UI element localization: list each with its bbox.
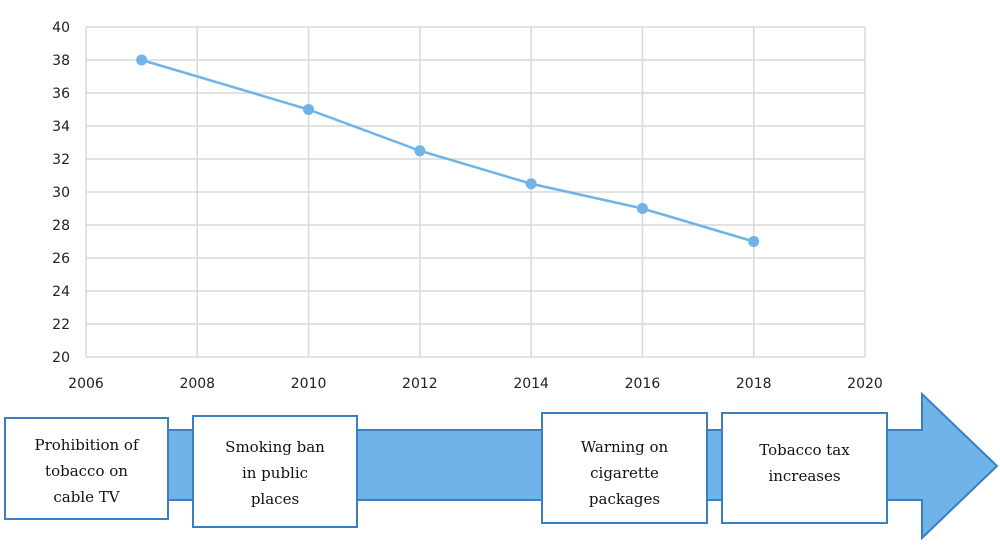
event-box-frame bbox=[541, 412, 708, 524]
event-label-line: Smoking ban bbox=[225, 438, 325, 456]
timeline: Prohibition of tobacco on cable TV Smoking … bbox=[4, 391, 999, 541]
y-tick-label: 32 bbox=[52, 152, 70, 168]
y-tick-label: 36 bbox=[52, 86, 70, 102]
event-label-line: cigarette bbox=[590, 464, 659, 482]
x-axis-ticks: 2006 2008 2010 2012 2014 2016 2018 2020 bbox=[68, 376, 883, 392]
y-tick-label: 30 bbox=[52, 185, 70, 201]
series-line bbox=[141, 58, 755, 243]
series-layer bbox=[136, 54, 760, 247]
grid bbox=[85, 26, 866, 358]
y-tick-label: 22 bbox=[52, 317, 70, 333]
timeline-event-box: Prohibition of tobacco on cable TV bbox=[4, 417, 169, 520]
data-point bbox=[636, 203, 648, 214]
y-tick-label: 34 bbox=[52, 119, 70, 135]
x-tick-label: 2020 bbox=[847, 376, 883, 392]
event-label-line: Warning on bbox=[581, 438, 669, 456]
x-tick-label: 2014 bbox=[513, 376, 549, 392]
timeline-event-box: Smoking ban in public places bbox=[192, 415, 358, 528]
x-tick-label: 2012 bbox=[402, 376, 438, 392]
event-box-frame bbox=[4, 417, 169, 520]
timeline-event-box: Warning on cigarette packages bbox=[541, 412, 708, 524]
event-box-frame bbox=[721, 412, 888, 524]
y-axis-ticks: 20 22 24 26 28 30 32 34 36 38 40 bbox=[52, 20, 70, 366]
timeline-event-box: Tobacco tax increases bbox=[721, 412, 888, 524]
event-box-frame bbox=[192, 415, 358, 528]
x-tick-label: 2006 bbox=[68, 376, 104, 392]
data-point bbox=[525, 178, 537, 190]
y-tick-label: 40 bbox=[52, 20, 70, 36]
x-tick-label: 2008 bbox=[179, 376, 215, 392]
y-tick-label: 26 bbox=[52, 251, 70, 267]
event-label-line: Tobacco tax bbox=[759, 441, 850, 459]
event-label-line: tobacco on bbox=[45, 462, 128, 480]
y-tick-label: 20 bbox=[52, 350, 70, 366]
y-tick-label: 38 bbox=[52, 53, 70, 69]
x-tick-label: 2010 bbox=[291, 376, 327, 392]
event-label-line: packages bbox=[589, 490, 660, 508]
event-label-line: cable TV bbox=[53, 488, 120, 506]
data-point bbox=[136, 54, 148, 66]
y-tick-label: 28 bbox=[52, 218, 70, 234]
event-boxes: Prohibition of tobacco on cable TV Smoking … bbox=[4, 412, 888, 528]
event-label-line: places bbox=[251, 490, 299, 508]
data-point bbox=[748, 236, 760, 247]
event-label-line: Prohibition of bbox=[34, 436, 139, 454]
x-tick-label: 2018 bbox=[736, 376, 772, 392]
x-tick-label: 2016 bbox=[625, 376, 661, 392]
event-label-line: increases bbox=[768, 467, 840, 485]
data-point bbox=[414, 145, 426, 157]
y-tick-label: 24 bbox=[52, 284, 70, 300]
data-point bbox=[303, 104, 315, 115]
event-label-line: in public bbox=[242, 464, 308, 482]
